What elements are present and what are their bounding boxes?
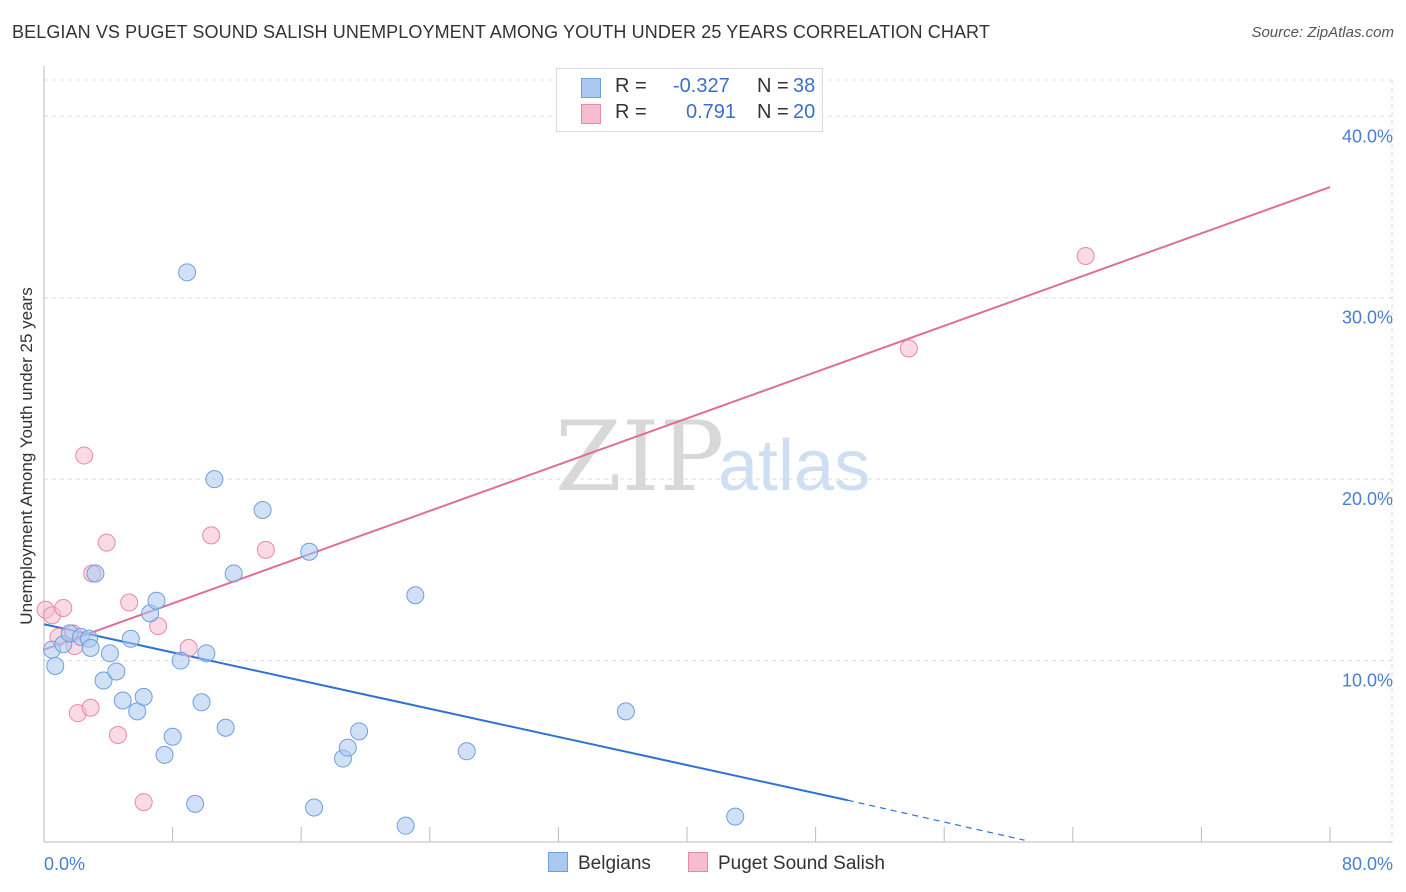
r-label: R = [615,101,647,123]
belgians-point [86,564,105,583]
data-points [36,246,1095,835]
salish-point [75,446,94,465]
salish-point [179,638,198,657]
salish-point [1076,246,1095,265]
belgians-point [205,470,224,489]
axes [43,66,1392,843]
belgians-point [305,798,324,817]
belgians-point [46,657,65,676]
trend-lines [43,186,1331,841]
belgians-point [338,738,357,757]
belgians-point [100,644,119,663]
salish-point [899,339,918,358]
legend-item-belgians[interactable]: Belgians [548,852,651,875]
watermark: ZIP atlas [555,401,870,513]
watermark-atlas: atlas [718,426,870,506]
source-label: Source: ZipAtlas.com [1251,24,1394,41]
belgians-point [113,691,132,710]
belgians-point [224,564,243,583]
legend-item-salish[interactable]: Puget Sound Salish [688,852,885,875]
belgians-point [186,794,205,813]
y-tick-label: 40.0% [1342,126,1393,146]
tick-labels: 10.0% 20.0% 30.0% 40.0% 0.0% 80.0% [44,126,1393,874]
salish-point [120,593,139,612]
r-label: R = [615,75,647,97]
chart-title: BELGIAN VS PUGET SOUND SALISH UNEMPLOYME… [12,22,990,42]
belgians-point [253,500,272,519]
x-tick-label-min: 0.0% [44,854,85,874]
belgians-point [192,693,211,712]
belgians-trend-line [43,623,848,802]
belgians-point [350,722,369,741]
r-value: -0.327 [673,75,730,97]
salish-point [202,526,221,545]
x-tick-label-max: 80.0% [1342,854,1393,874]
n-value: 38 [793,75,816,97]
belgians-point [121,629,140,648]
belgians-point [155,745,174,764]
y-tick-label: 20.0% [1342,489,1393,509]
belgians-swatch [581,78,601,98]
salish-trend-line [43,186,1331,651]
stats-legend: R = -0.327 N = 38 R = 0.791 N = 20 [556,68,823,132]
belgians-point [163,727,182,746]
belgians-point [94,671,113,690]
belgians-point [726,807,745,826]
watermark-zip: ZIP [555,401,724,513]
belgians-point [406,586,425,605]
belgians-point [178,263,197,282]
grid-lines [44,79,1393,842]
salish-point [256,540,275,559]
n-label: N = [757,75,789,97]
salish-point [149,617,168,636]
n-value: 20 [793,101,816,123]
salish-swatch [688,852,708,872]
salish-point [134,793,153,812]
legend-belgians-label: Belgians [578,853,651,874]
legend-salish-label: Puget Sound Salish [718,853,885,874]
belgians-point [197,644,216,663]
r-value: 0.791 [686,101,737,123]
salish-point [81,698,100,717]
n-label: N = [757,101,789,123]
y-tick-label: 30.0% [1342,308,1393,328]
belgians-point [300,542,319,561]
salish-point [54,598,73,617]
salish-point [108,725,127,744]
y-tick-label: 10.0% [1342,671,1393,691]
belgians-point [107,662,126,681]
belgians-point [134,687,153,706]
salish-point [97,533,116,552]
salish-swatch [581,104,601,124]
belgians-swatch [548,852,568,872]
belgians-point [457,742,476,761]
belgians-point [216,718,235,737]
belgians-point [147,591,166,610]
belgians-trend-extension [847,799,1025,841]
belgians-point [616,702,635,721]
belgians-point [81,638,100,657]
belgians-point [396,816,415,835]
belgians-point [171,651,190,670]
